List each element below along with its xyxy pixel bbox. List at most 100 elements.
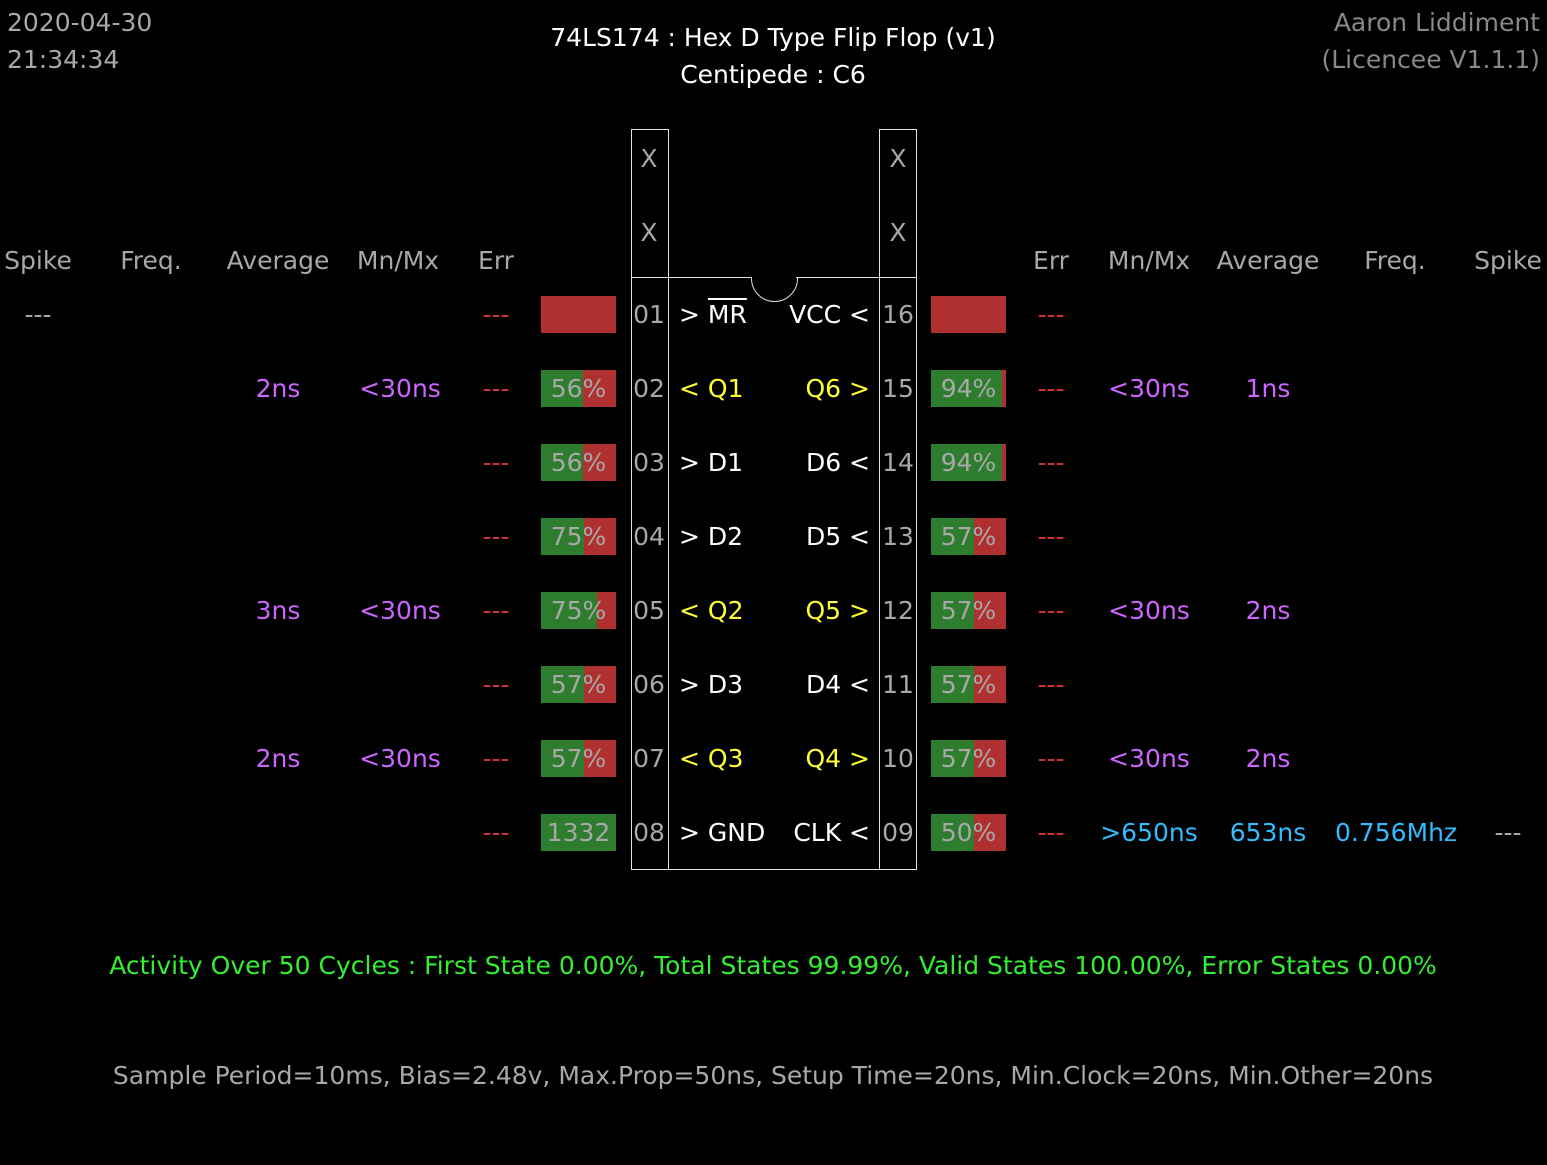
right-state-bar-14: 94% bbox=[931, 444, 1006, 481]
socket-marker-right-top: X bbox=[889, 144, 907, 173]
right-err-16: --- bbox=[1037, 300, 1065, 329]
header-left-spike: Spike bbox=[4, 246, 72, 275]
pin-direction-05: < bbox=[679, 596, 708, 625]
left-state-bar-04-text: 75% bbox=[550, 522, 607, 551]
pin-number-09: 09 bbox=[882, 818, 914, 847]
pin-direction-02: < bbox=[679, 374, 708, 403]
header-right-freq: Freq. bbox=[1364, 246, 1426, 275]
left-err-04: --- bbox=[482, 522, 510, 551]
pin-label-05: < Q2 bbox=[679, 596, 744, 625]
right-state-bar-16-text bbox=[931, 296, 1006, 333]
pin-label-09: CLK < bbox=[793, 818, 870, 847]
pin-name-07: Q3 bbox=[707, 744, 744, 773]
right-state-bar-11-text: 57% bbox=[940, 670, 997, 699]
left-average-02: 2ns bbox=[255, 374, 301, 403]
left-state-bar-06: 57% bbox=[541, 666, 616, 703]
date-label: 2020-04-30 bbox=[7, 8, 153, 37]
pin-number-12: 12 bbox=[882, 596, 914, 625]
left-state-bar-02-text: 56% bbox=[550, 374, 607, 403]
pin-direction-04: > bbox=[679, 522, 708, 551]
left-err-03: --- bbox=[482, 448, 510, 477]
socket-marker-left-bottom: X bbox=[640, 218, 658, 247]
right-state-bar-10-text: 57% bbox=[940, 744, 997, 773]
left-err-07: --- bbox=[482, 744, 510, 773]
right-err-12: --- bbox=[1037, 596, 1065, 625]
pin-number-07: 07 bbox=[633, 744, 665, 773]
right-average-09: 653ns bbox=[1229, 818, 1307, 847]
socket-marker-right-bottom: X bbox=[889, 218, 907, 247]
pin-label-03: > D1 bbox=[679, 448, 743, 477]
pin-direction-01: > bbox=[679, 300, 708, 329]
header-right-average: Average bbox=[1216, 246, 1320, 275]
pin-label-14: D6 < bbox=[806, 448, 870, 477]
sample-settings: Sample Period=10ms, Bias=2.48v, Max.Prop… bbox=[112, 1061, 1434, 1090]
pin-label-08: > GND bbox=[679, 818, 765, 847]
pin-label-10: Q4 > bbox=[806, 744, 871, 773]
pin-label-01: > MR bbox=[679, 300, 747, 329]
header-right-err: Err bbox=[1033, 246, 1069, 275]
left-state-bar-02: 56% bbox=[541, 370, 616, 407]
pin-number-08: 08 bbox=[633, 818, 665, 847]
right-spike-09: --- bbox=[1494, 818, 1522, 847]
left-mnmx-07: <30ns bbox=[359, 744, 441, 773]
pin-number-15: 15 bbox=[882, 374, 914, 403]
left-err-01: --- bbox=[482, 300, 510, 329]
left-err-08: --- bbox=[482, 818, 510, 847]
left-state-bar-08: 1332 bbox=[541, 814, 616, 851]
right-state-bar-13-text: 57% bbox=[940, 522, 997, 551]
pin-direction-13: < bbox=[841, 522, 870, 551]
left-state-bar-05: 75% bbox=[541, 592, 616, 629]
pin-direction-10: > bbox=[841, 744, 870, 773]
time-label: 21:34:34 bbox=[7, 45, 120, 74]
pin-label-06: > D3 bbox=[679, 670, 743, 699]
header-right-mnmx: Mn/Mx bbox=[1107, 246, 1191, 275]
right-average-12: 2ns bbox=[1245, 596, 1291, 625]
pin-name-13: D5 bbox=[805, 522, 842, 551]
left-state-bar-07-text: 57% bbox=[550, 744, 607, 773]
activity-summary: Activity Over 50 Cycles : First State 0.… bbox=[109, 951, 1437, 980]
right-average-15: 1ns bbox=[1245, 374, 1291, 403]
pin-name-01: MR bbox=[707, 300, 747, 329]
pin-number-04: 04 bbox=[633, 522, 665, 551]
pin-direction-03: > bbox=[679, 448, 708, 477]
pin-number-16: 16 bbox=[882, 300, 914, 329]
pin-name-06: D3 bbox=[707, 670, 744, 699]
pin-direction-12: > bbox=[841, 596, 870, 625]
pin-direction-07: < bbox=[679, 744, 708, 773]
left-state-bar-06-text: 57% bbox=[550, 670, 607, 699]
right-state-bar-09: 50% bbox=[931, 814, 1006, 851]
author-name: Aaron Liddiment bbox=[1333, 8, 1540, 37]
left-state-bar-03: 56% bbox=[541, 444, 616, 481]
pin-number-10: 10 bbox=[882, 744, 914, 773]
board-location: Centipede : C6 bbox=[680, 60, 866, 89]
pin-direction-14: < bbox=[841, 448, 870, 477]
pin-label-04: > D2 bbox=[679, 522, 743, 551]
left-state-bar-03-text: 56% bbox=[550, 448, 607, 477]
right-average-10: 2ns bbox=[1245, 744, 1291, 773]
pin-number-01: 01 bbox=[633, 300, 665, 329]
right-mnmx-15: <30ns bbox=[1108, 374, 1190, 403]
left-err-06: --- bbox=[482, 670, 510, 699]
pin-number-02: 02 bbox=[633, 374, 665, 403]
right-state-bar-11: 57% bbox=[931, 666, 1006, 703]
left-average-07: 2ns bbox=[255, 744, 301, 773]
left-average-05: 3ns bbox=[255, 596, 301, 625]
right-err-15: --- bbox=[1037, 374, 1065, 403]
header-right-spike: Spike bbox=[1474, 246, 1542, 275]
pin-direction-06: > bbox=[679, 670, 708, 699]
header-left-average: Average bbox=[226, 246, 330, 275]
right-state-bar-09-text: 50% bbox=[940, 818, 997, 847]
left-state-bar-04: 75% bbox=[541, 518, 616, 555]
pin-label-15: Q6 > bbox=[806, 374, 871, 403]
right-state-bar-14-text: 94% bbox=[940, 448, 997, 477]
left-state-bar-07: 57% bbox=[541, 740, 616, 777]
left-spike-01: --- bbox=[24, 300, 52, 329]
pin-name-11: D4 bbox=[805, 670, 842, 699]
pin-name-12: Q5 bbox=[805, 596, 842, 625]
header-left-err: Err bbox=[478, 246, 514, 275]
right-err-13: --- bbox=[1037, 522, 1065, 551]
left-state-bar-08-text: 1332 bbox=[546, 818, 611, 847]
right-state-bar-13: 57% bbox=[931, 518, 1006, 555]
left-state-bar-01 bbox=[541, 296, 616, 333]
pin-direction-16: < bbox=[841, 300, 870, 329]
